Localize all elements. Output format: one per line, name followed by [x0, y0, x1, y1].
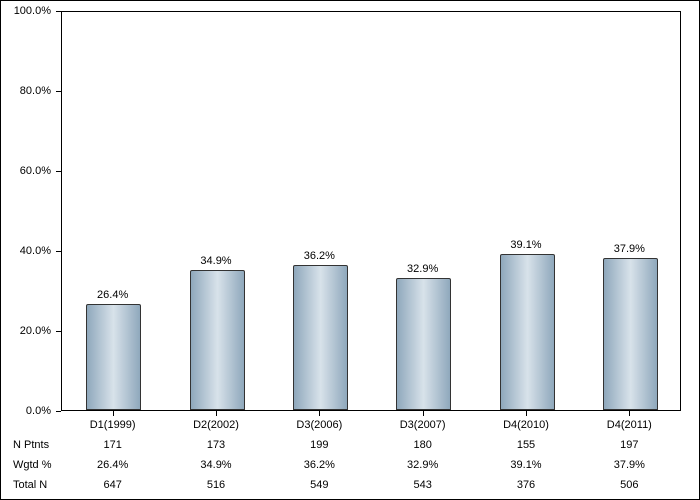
y-axis-tick [56, 91, 61, 92]
y-axis-label: 80.0% [1, 85, 51, 97]
y-axis-label: 100.0% [1, 5, 51, 17]
y-axis-label: 0.0% [1, 405, 51, 417]
x-axis-tick [113, 411, 114, 416]
table-cell: 516 [207, 479, 225, 491]
y-axis-tick [56, 11, 61, 12]
table-cell: 171 [103, 439, 121, 451]
y-axis-tick [56, 251, 61, 252]
y-axis-tick [56, 411, 61, 412]
table-cell: 26.4% [97, 459, 128, 471]
table-cell: 180 [413, 439, 431, 451]
plot-area [61, 11, 681, 411]
y-axis-label: 40.0% [1, 245, 51, 257]
bar [293, 265, 348, 410]
table-cell: 376 [517, 479, 535, 491]
table-row-label: N Ptnts [13, 439, 49, 451]
x-axis-tick [526, 411, 527, 416]
y-axis-tick [56, 171, 61, 172]
table-cell: 506 [620, 479, 638, 491]
x-axis-label: D3(2006) [296, 419, 342, 431]
bar-value-label: 36.2% [304, 250, 335, 262]
table-cell: 173 [207, 439, 225, 451]
x-axis-label: D3(2007) [400, 419, 446, 431]
table-cell: 197 [620, 439, 638, 451]
bar-value-label: 39.1% [510, 239, 541, 251]
table-cell: 32.9% [407, 459, 438, 471]
x-axis-label: D1(1999) [90, 419, 136, 431]
table-cell: 36.2% [304, 459, 335, 471]
bar-value-label: 26.4% [97, 289, 128, 301]
bar-value-label: 37.9% [614, 243, 645, 255]
bar [190, 270, 245, 410]
table-cell: 37.9% [614, 459, 645, 471]
bar [500, 254, 555, 410]
x-axis-label: D4(2010) [503, 419, 549, 431]
x-axis-tick [319, 411, 320, 416]
x-axis-tick [629, 411, 630, 416]
table-cell: 549 [310, 479, 328, 491]
table-cell: 543 [413, 479, 431, 491]
table-cell: 34.9% [200, 459, 231, 471]
x-axis-label: D2(2002) [193, 419, 239, 431]
x-axis-tick [423, 411, 424, 416]
table-cell: 647 [103, 479, 121, 491]
y-axis-label: 20.0% [1, 325, 51, 337]
bar [396, 278, 451, 410]
bar [86, 304, 141, 410]
table-row-label: Wgtd % [13, 459, 52, 471]
table-row-label: Total N [13, 479, 47, 491]
table-cell: 155 [517, 439, 535, 451]
bar [603, 258, 658, 410]
y-axis-tick [56, 331, 61, 332]
x-axis-tick [216, 411, 217, 416]
bar-value-label: 32.9% [407, 263, 438, 275]
table-cell: 199 [310, 439, 328, 451]
y-axis-label: 60.0% [1, 165, 51, 177]
chart-container: 0.0% 20.0% 40.0% 60.0% 80.0% 100.0% 26.4% D1(19… [0, 0, 700, 500]
bar-value-label: 34.9% [200, 255, 231, 267]
table-cell: 39.1% [510, 459, 541, 471]
x-axis-label: D4(2011) [607, 419, 652, 431]
